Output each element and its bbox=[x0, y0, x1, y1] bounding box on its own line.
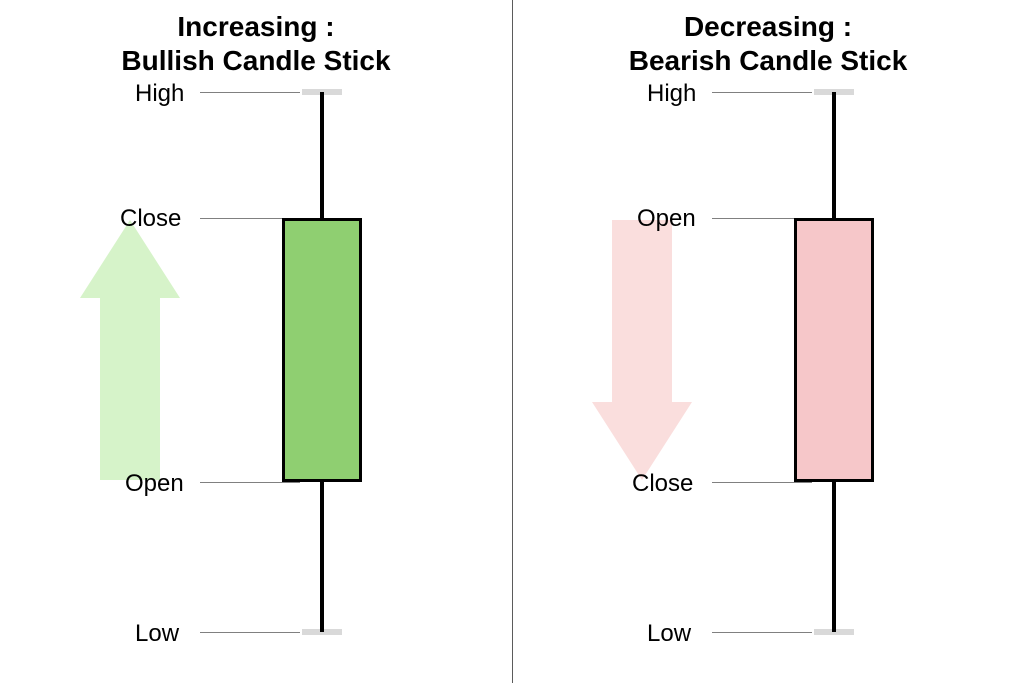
bullish-wick-lower bbox=[320, 482, 324, 632]
bearish-label-close: Close bbox=[632, 470, 693, 498]
bearish-candle-body bbox=[794, 218, 874, 482]
bearish-label-high: High bbox=[647, 80, 696, 108]
bullish-line-low bbox=[200, 632, 300, 633]
bullish-title: Increasing : Bullish Candle Stick bbox=[0, 10, 512, 77]
bullish-title-line1: Increasing : bbox=[0, 10, 512, 44]
bullish-line-open bbox=[200, 482, 300, 483]
up-arrow-icon bbox=[80, 220, 180, 480]
bearish-title: Decreasing : Bearish Candle Stick bbox=[512, 10, 1024, 77]
bearish-label-low: Low bbox=[647, 620, 691, 648]
bearish-line-low bbox=[712, 632, 812, 633]
bullish-title-line2: Bullish Candle Stick bbox=[0, 44, 512, 78]
bearish-line-close bbox=[712, 482, 812, 483]
bearish-line-high bbox=[712, 92, 812, 93]
bullish-label-high: High bbox=[135, 80, 184, 108]
panel-bullish: Increasing : Bullish Candle Stick High C… bbox=[0, 0, 512, 683]
bullish-candle-body bbox=[282, 218, 362, 482]
panel-bearish: Decreasing : Bearish Candle Stick High O… bbox=[512, 0, 1024, 683]
bullish-label-low: Low bbox=[135, 620, 179, 648]
diagram-stage: Increasing : Bullish Candle Stick High C… bbox=[0, 0, 1024, 683]
bullish-label-close: Close bbox=[120, 205, 181, 233]
bearish-wick-upper bbox=[832, 92, 836, 218]
bullish-label-open: Open bbox=[125, 470, 184, 498]
bearish-title-line1: Decreasing : bbox=[512, 10, 1024, 44]
bearish-title-line2: Bearish Candle Stick bbox=[512, 44, 1024, 78]
bearish-wick-lower bbox=[832, 482, 836, 632]
down-arrow-icon bbox=[592, 220, 692, 480]
bullish-wick-upper bbox=[320, 92, 324, 218]
bearish-label-open: Open bbox=[637, 205, 696, 233]
bullish-line-high bbox=[200, 92, 300, 93]
